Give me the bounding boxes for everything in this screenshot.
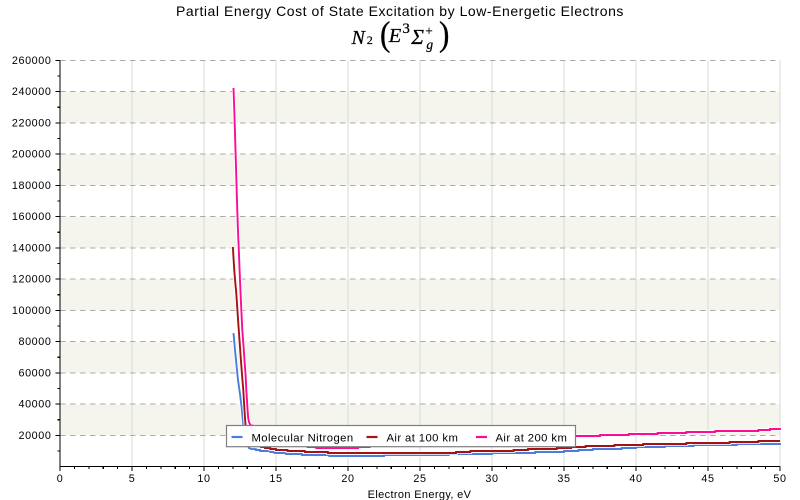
svg-text:240000: 240000 — [12, 86, 52, 98]
svg-text:Electron Energy, eV: Electron Energy, eV — [368, 489, 472, 500]
svg-text:Molecular Nitrogen: Molecular Nitrogen — [252, 433, 354, 445]
svg-text:40000: 40000 — [18, 399, 51, 411]
svg-text:35: 35 — [557, 473, 570, 485]
svg-text:120000: 120000 — [12, 274, 52, 286]
svg-text:45: 45 — [701, 473, 714, 485]
svg-text:20000: 20000 — [18, 430, 51, 442]
svg-text:80000: 80000 — [18, 336, 51, 348]
svg-text:30: 30 — [485, 473, 498, 485]
svg-text:5: 5 — [129, 473, 136, 485]
svg-text:60000: 60000 — [18, 367, 51, 379]
svg-text:100000: 100000 — [12, 305, 52, 317]
svg-text:180000: 180000 — [12, 180, 52, 192]
svg-text:260000: 260000 — [12, 55, 52, 67]
svg-text:Air at 100 km: Air at 100 km — [387, 433, 459, 445]
svg-text:200000: 200000 — [12, 149, 52, 161]
svg-text:20: 20 — [341, 473, 354, 485]
svg-text:50: 50 — [773, 473, 786, 485]
svg-text:15: 15 — [269, 473, 282, 485]
svg-text:10: 10 — [197, 473, 210, 485]
svg-text:160000: 160000 — [12, 211, 52, 223]
svg-text:40: 40 — [629, 473, 642, 485]
svg-text:220000: 220000 — [12, 117, 52, 129]
svg-text:140000: 140000 — [12, 242, 52, 254]
svg-text:0: 0 — [57, 473, 64, 485]
svg-text:25: 25 — [413, 473, 426, 485]
svg-text:Air at 200 km: Air at 200 km — [496, 433, 568, 445]
